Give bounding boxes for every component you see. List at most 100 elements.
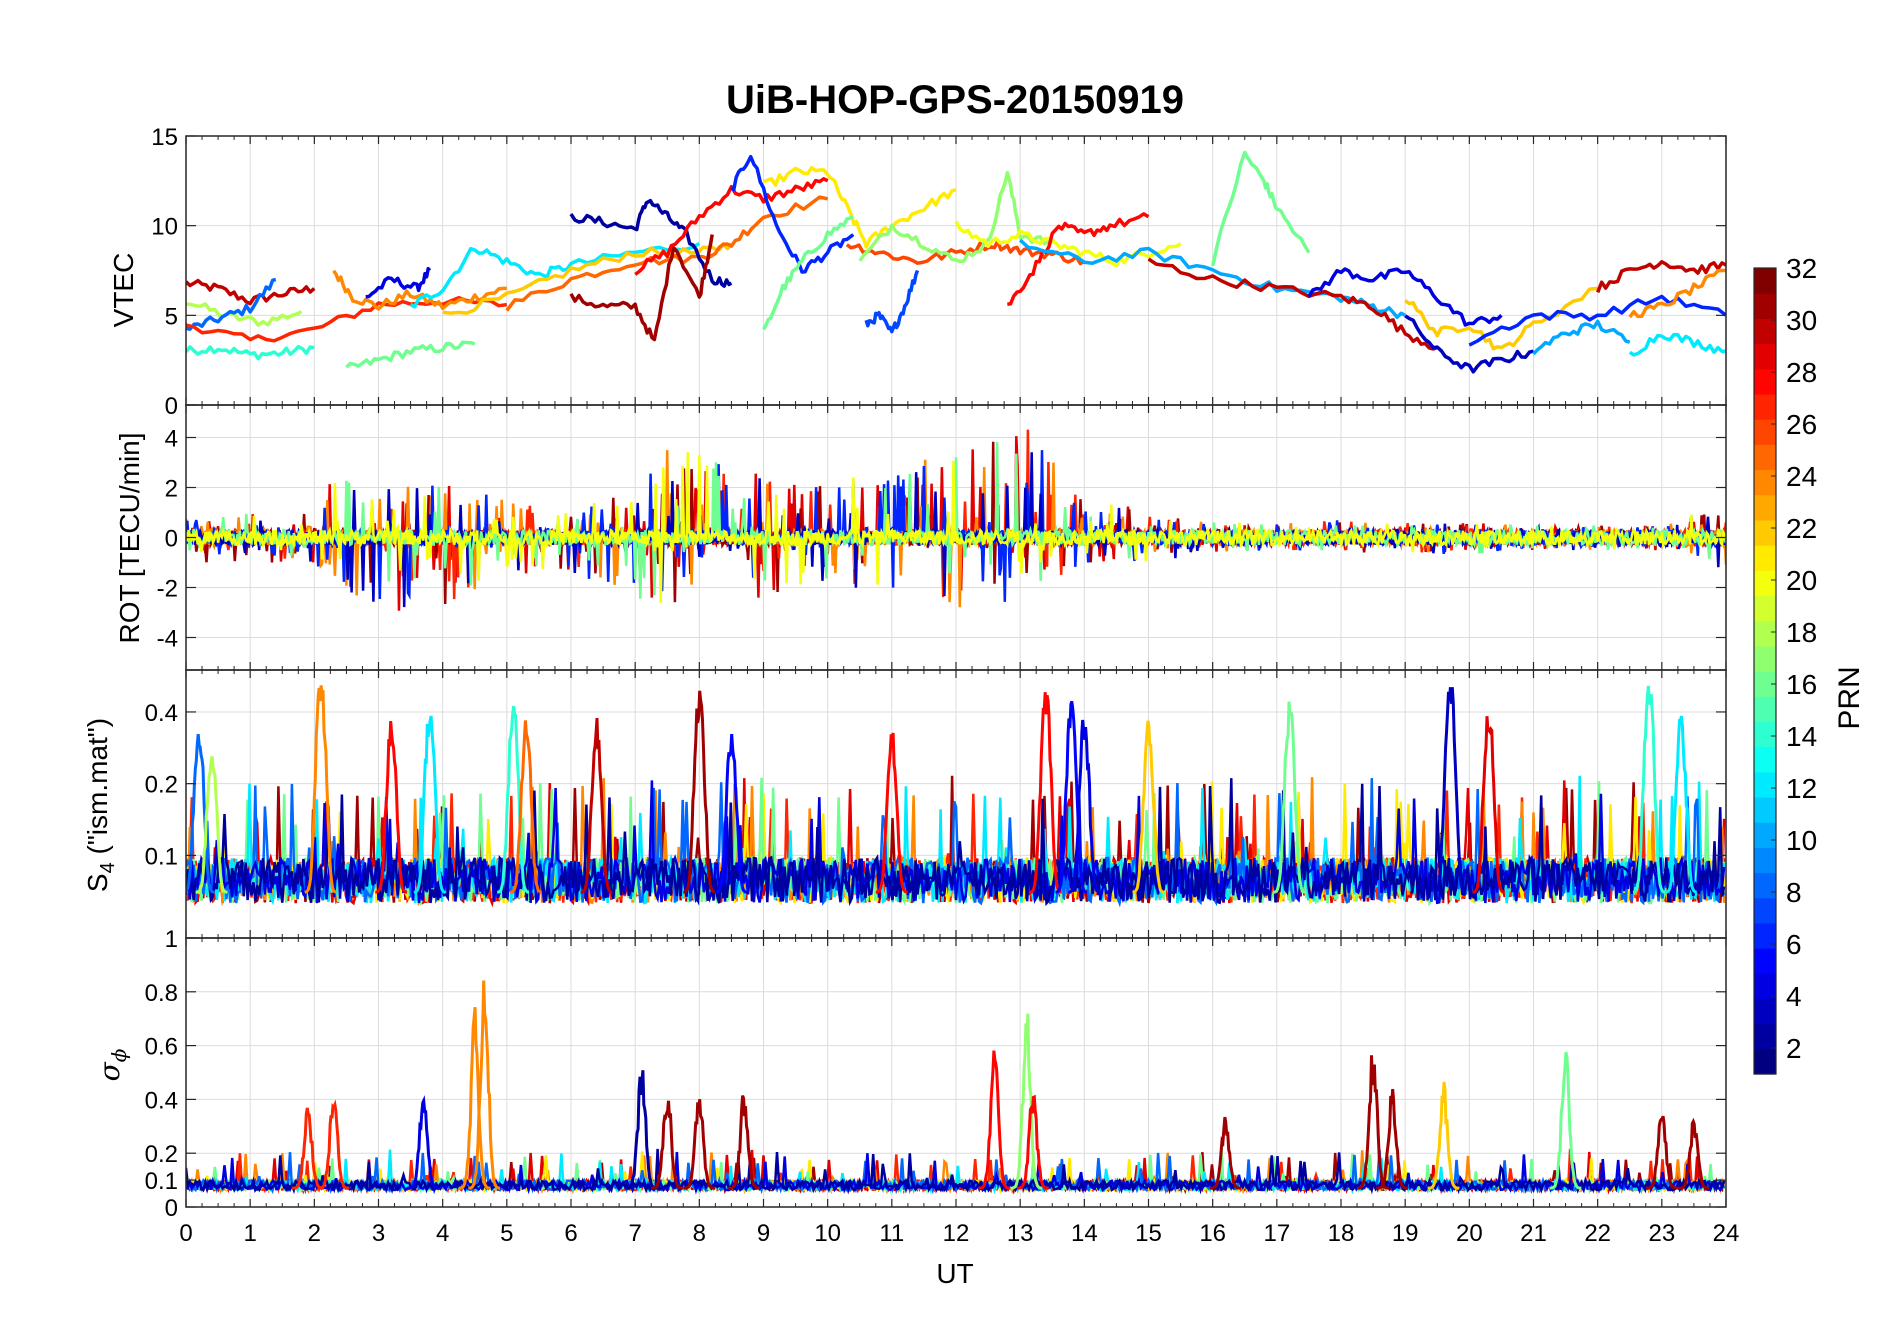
y-tick-label: 0.6 [145,1034,178,1061]
colorbar-band [1754,393,1776,420]
colorbar-band [1754,847,1776,874]
x-tick-label: 4 [436,1220,449,1247]
vtec-series-prn-27 [186,295,508,343]
vtec-series-prn-8 [186,277,277,331]
peak-prn-28 [1016,1094,1049,1190]
peak-prn-25 [509,720,542,894]
vtec-series-prn-16 [1210,150,1311,267]
vtec-series-prn-24 [1628,268,1726,319]
colorbar-band [1754,444,1776,471]
peak-prn-27 [291,1107,324,1190]
panel-3: 0.1 0.2 0.4 [145,669,1727,939]
x-tick-label: 23 [1648,1220,1675,1247]
vtec-series-prn-30 [1596,260,1726,294]
peak-prn-31 [651,1100,684,1190]
peak-prn-31 [683,1099,716,1190]
peak-prn-12 [413,715,446,894]
colorbar-band [1754,595,1776,622]
peak-prn-4 [407,1095,440,1190]
peak-prn-31 [683,690,716,894]
colorbar-band [1754,368,1776,395]
peak-prn-2 [625,1070,658,1190]
vtec-series-prn-7 [864,269,920,334]
baseline-series-prn-2 [186,1148,1726,1195]
y-tick-label: 0.4 [145,1087,178,1114]
peak-prn-28 [978,1050,1011,1190]
vtec-series-prn-16 [761,215,855,331]
peak-prn-18 [195,756,228,894]
peak-prn-14 [497,705,530,894]
x-tick-label: 9 [757,1220,770,1247]
s4-axis-label: S4 ("ism.mat") [82,717,119,893]
vtec-series-prn-3 [1404,314,1534,374]
colorbar-tick-label: 2 [1786,1033,1802,1064]
peak-prn-3 [1433,687,1467,894]
colorbar-band [1754,771,1776,798]
vtec-series-prn-6 [1468,294,1726,347]
x-tick-label: 7 [628,1220,641,1247]
x-tick-label: 10 [814,1220,841,1247]
x-tick-label: 0 [179,1220,192,1247]
vtec-axis-label: VTEC [108,252,139,328]
colorbar-band [1754,822,1776,848]
colorbar-tick-label: 26 [1786,409,1817,440]
colorbar-tick-label: 24 [1786,461,1817,492]
peak-prn-16 [1273,701,1306,894]
peak-prn-29 [1472,716,1505,894]
colorbar-tick-label: 22 [1786,513,1817,544]
colorbar-band [1754,620,1776,647]
y-tick-label: 0.8 [145,980,178,1007]
vtec-series-prn-14 [186,344,315,361]
colorbar-band [1754,796,1776,823]
peak-prn-8 [186,733,215,894]
series-group [186,150,1726,374]
colorbar-band [1754,948,1776,974]
peak-prn-31 [728,1095,761,1190]
vtec-series-prn-4 [365,266,432,299]
peak-prn-16 [1549,1051,1582,1190]
vtec-series-prn-20 [954,220,1182,268]
x-tick-label: 22 [1584,1220,1611,1247]
colorbar-tick-label: 20 [1786,565,1817,596]
vtec-series-prn-30 [1147,257,1438,351]
peak-prn-5 [1055,700,1088,894]
colorbar-band [1754,419,1776,445]
x-tick-label: 15 [1135,1220,1162,1247]
peak-prn-12 [1664,715,1697,894]
panel-1: 0 5 10 15 [151,124,1727,420]
peak-prn-22 [1427,1081,1460,1190]
vtec-series-prn-16 [345,340,476,369]
sigma-phi-axis-label: σϕ [93,1048,131,1082]
x-tick-label: 5 [500,1220,513,1247]
x-tick-label: 11 [879,1220,904,1247]
peak-prn-17 [1010,1013,1043,1190]
x-tick-label: 13 [1007,1220,1034,1247]
y-tick-label: 2 [165,476,178,503]
peak-prn-28 [1029,692,1062,894]
x-tick-label: 24 [1713,1220,1740,1247]
x-tick-label: 14 [1071,1220,1098,1247]
x-tick-label: 6 [564,1220,577,1247]
x-tick-label: 2 [308,1220,321,1247]
rot-axis-label: ROT [TECU/min] [114,432,145,644]
colorbar-band [1754,872,1776,899]
colorbar-tick-label: 14 [1786,721,1817,752]
colorbar-band [1754,343,1776,370]
colorbar-band [1754,746,1776,773]
vtec-series-prn-18 [186,302,303,327]
series-group [186,429,1726,611]
y-tick-label: 4 [165,426,178,453]
colorbar-band [1754,671,1776,697]
y-tick-label: 0 [165,526,178,553]
colorbar-band [1754,519,1776,546]
peak-prn-31 [1645,1115,1678,1190]
y-tick-label: 10 [151,214,178,241]
x-tick-label: 1 [243,1220,256,1247]
x-tick-label: 18 [1328,1220,1355,1247]
colorbar-frame [1753,267,1777,1075]
panel-2: -4 -2 0 2 4 [157,404,1727,671]
colorbar-band [1754,897,1776,924]
colorbar-tick-label: 12 [1786,773,1817,804]
colorbar-band [1754,721,1776,748]
